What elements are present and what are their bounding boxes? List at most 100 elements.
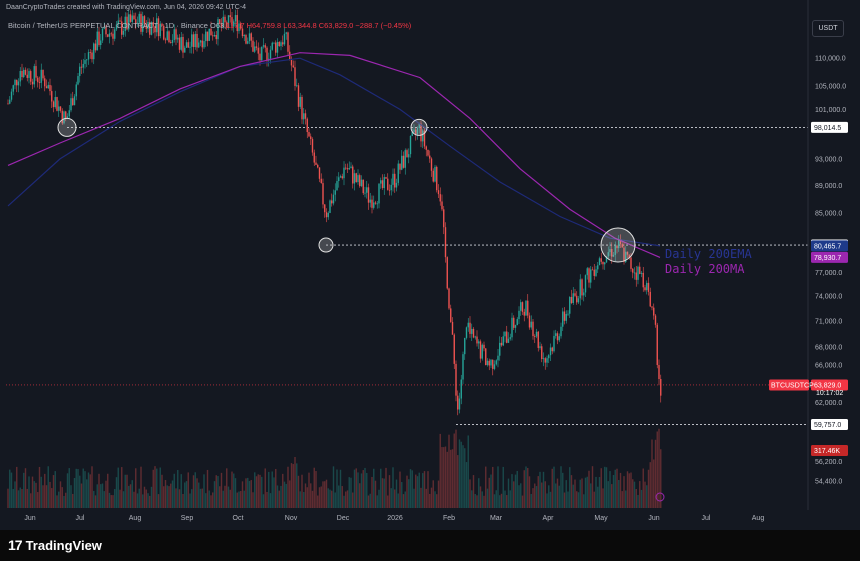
candle-body [119,20,121,22]
volume-bar [395,479,398,508]
candle-body [376,203,378,205]
volume-bar [297,475,300,508]
level-tag[interactable]: 59,757.0 [811,419,848,431]
candle-body [492,359,494,369]
candle-body [276,42,279,53]
volume-bar [583,494,585,508]
candle-body [549,347,552,356]
candle-body [259,53,261,61]
candle-body [82,63,84,68]
volume-bar [156,468,158,508]
level-tag[interactable]: 98,014.5 [811,121,848,133]
candle-body [180,36,182,50]
candle-body [546,358,548,363]
candle-body [187,42,189,48]
price-axis: 110,000.0 105,000.0 101,000.0 93,000.0 89,00… [807,0,846,510]
candle-body [178,37,181,50]
candle-body [357,175,359,183]
symbol-legend[interactable]: Bitcoin / TetherUS PERPETUAL CONTRACT · … [8,21,411,30]
volume-bar [184,482,186,508]
candle-body [437,190,440,195]
volume-bar [595,476,597,508]
volume-bar [469,479,471,508]
current-price-tag[interactable]: 63,829.0 [811,379,848,391]
candle-body [145,23,147,29]
y-tick-label: 74,000.0 [815,294,842,301]
volume-bar [40,476,42,508]
volume-bar [238,491,240,508]
volume-bar [308,472,310,508]
volume-bar [369,493,371,508]
volume-bar [474,494,476,508]
candle-body [112,33,114,39]
ema-tag[interactable]: 80,465.7 [811,240,848,252]
volume-bar [325,479,328,508]
volume-bar [112,495,114,508]
candle-body [448,288,450,309]
volume-bar [194,472,196,508]
volume-bar [350,477,352,508]
volume-bar [352,492,354,508]
volume-bar [213,481,216,508]
volume-bar [250,480,252,508]
volume-bar [366,472,368,508]
candle-body [159,23,161,37]
volume-bar [455,429,457,508]
currency-button[interactable]: USDT [812,20,844,37]
x-tick-label: Sep [181,515,194,522]
candle-body [378,183,380,204]
candle-body [84,60,86,64]
candle-body [535,331,538,337]
candle-body [115,24,118,30]
ma-200-line[interactable] [7,52,661,258]
volume-bar [346,490,349,508]
volume-bar [304,483,307,508]
volume-bar [420,487,422,508]
candle-body [59,106,62,111]
volume-tag[interactable]: 317.46K [811,445,848,456]
volume-bar [660,449,662,508]
candle-body [465,327,468,338]
candle-body [317,164,319,168]
moving-averages [7,52,661,258]
tradingview-wordmark: TradingView [25,537,102,553]
time-axis-bg[interactable] [0,510,808,530]
volume-bar [241,481,244,508]
volume-bar [432,480,434,508]
volume-bar [607,481,609,508]
volume-bar [633,481,636,508]
volume-bar [457,455,459,508]
ema-200-line[interactable] [7,57,661,247]
candle-body [556,333,559,341]
candle-body [212,35,214,37]
candle-body [521,302,524,312]
volume-bar [490,474,492,508]
volume-bar [31,476,34,508]
candle-body [490,359,492,366]
volume-bar [315,471,317,508]
volume-bar [560,466,562,508]
candle-body [586,268,588,276]
candle-body [219,19,221,24]
candle-body [105,26,107,35]
ma-tag[interactable]: 78,930.7 [811,251,848,263]
volume-bar [215,475,217,508]
volume-bar [147,493,149,508]
volume-bar [86,479,88,508]
event-marker-icon[interactable] [655,492,665,502]
volume-bar [227,486,230,508]
candle-body [458,398,461,410]
candle-body [122,30,125,35]
candle-body [392,173,394,185]
candle-body [80,66,83,68]
volume-bar [234,478,237,508]
candle-body [574,293,576,296]
candle-body [201,40,203,48]
candle-body [28,71,30,78]
candle-body [532,321,534,337]
volume-bar [66,473,69,508]
candle-body [296,85,298,87]
candle-body [206,31,209,41]
volume-bar [374,480,377,508]
